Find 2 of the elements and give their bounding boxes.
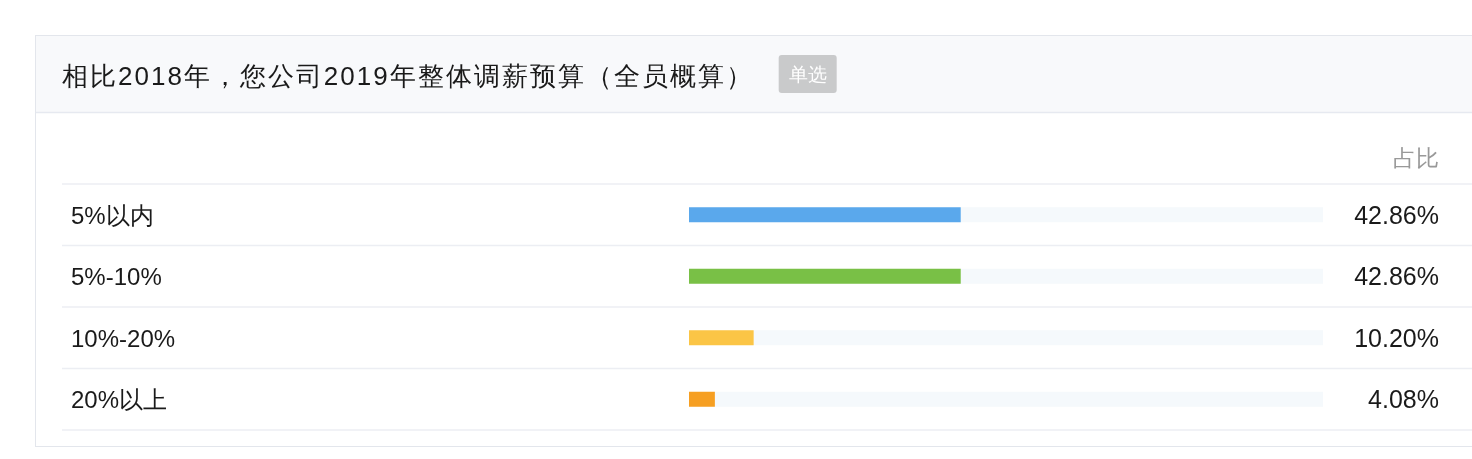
- title: 相比2018年，您公司2019年整体调薪预算（全员概算）: [62, 61, 754, 91]
- xlabel: 占比: [1393, 145, 1439, 171]
